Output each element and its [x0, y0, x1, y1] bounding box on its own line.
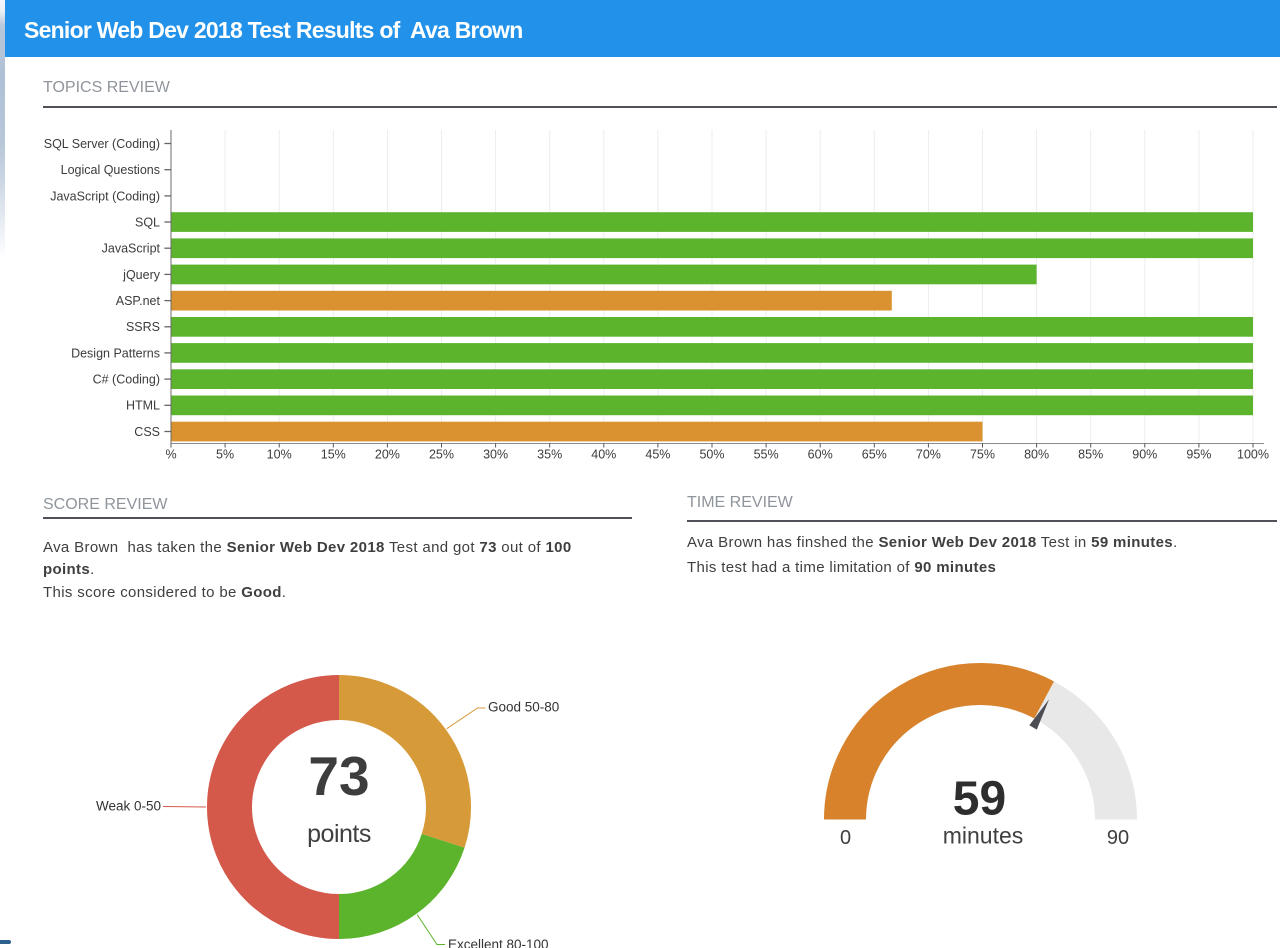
- svg-text:Excellent 80-100: Excellent 80-100: [448, 937, 549, 948]
- svg-text:73: 73: [308, 745, 369, 807]
- svg-text:75%: 75%: [970, 448, 995, 462]
- svg-text:25%: 25%: [429, 448, 454, 462]
- svg-text:Design Patterns: Design Patterns: [71, 346, 160, 360]
- svg-text:10%: 10%: [267, 448, 292, 462]
- svg-text:0: 0: [840, 827, 851, 849]
- svg-text:SSRS: SSRS: [126, 320, 160, 334]
- svg-text:jQuery: jQuery: [122, 268, 161, 282]
- svg-text:35%: 35%: [537, 448, 562, 462]
- svg-text:JavaScript (Coding): JavaScript (Coding): [50, 189, 160, 203]
- svg-text:Good 50-80: Good 50-80: [488, 700, 559, 715]
- svg-text:Weak 0-50: Weak 0-50: [96, 799, 161, 814]
- svg-text:JavaScript: JavaScript: [102, 242, 161, 256]
- svg-text:HTML: HTML: [126, 399, 160, 413]
- svg-text:95%: 95%: [1186, 448, 1211, 462]
- svg-text:60%: 60%: [808, 448, 833, 462]
- svg-text:20%: 20%: [375, 448, 400, 462]
- svg-text:70%: 70%: [916, 448, 941, 462]
- svg-text:ASP.net: ASP.net: [116, 294, 161, 308]
- svg-text:Logical Questions: Logical Questions: [61, 163, 160, 177]
- svg-text:90%: 90%: [1132, 448, 1157, 462]
- svg-text:50%: 50%: [699, 448, 724, 462]
- svg-text:85%: 85%: [1078, 448, 1103, 462]
- svg-text:CSS: CSS: [134, 425, 160, 439]
- svg-text:80%: 80%: [1024, 448, 1049, 462]
- svg-text:59: 59: [953, 773, 1006, 826]
- svg-text:40%: 40%: [591, 448, 616, 462]
- svg-text:5%: 5%: [216, 448, 234, 462]
- svg-text:30%: 30%: [483, 448, 508, 462]
- svg-text:55%: 55%: [754, 448, 779, 462]
- svg-text:minutes: minutes: [943, 823, 1024, 849]
- svg-text:15%: 15%: [321, 448, 346, 462]
- svg-text:%: %: [165, 448, 176, 462]
- svg-text:90: 90: [1107, 827, 1129, 849]
- svg-text:45%: 45%: [645, 448, 670, 462]
- svg-text:points: points: [307, 820, 371, 848]
- svg-text:SQL Server (Coding): SQL Server (Coding): [44, 137, 160, 151]
- svg-text:C# (Coding): C# (Coding): [93, 373, 160, 387]
- svg-text:100%: 100%: [1237, 448, 1269, 462]
- svg-text:SQL: SQL: [135, 215, 160, 229]
- svg-text:65%: 65%: [862, 448, 887, 462]
